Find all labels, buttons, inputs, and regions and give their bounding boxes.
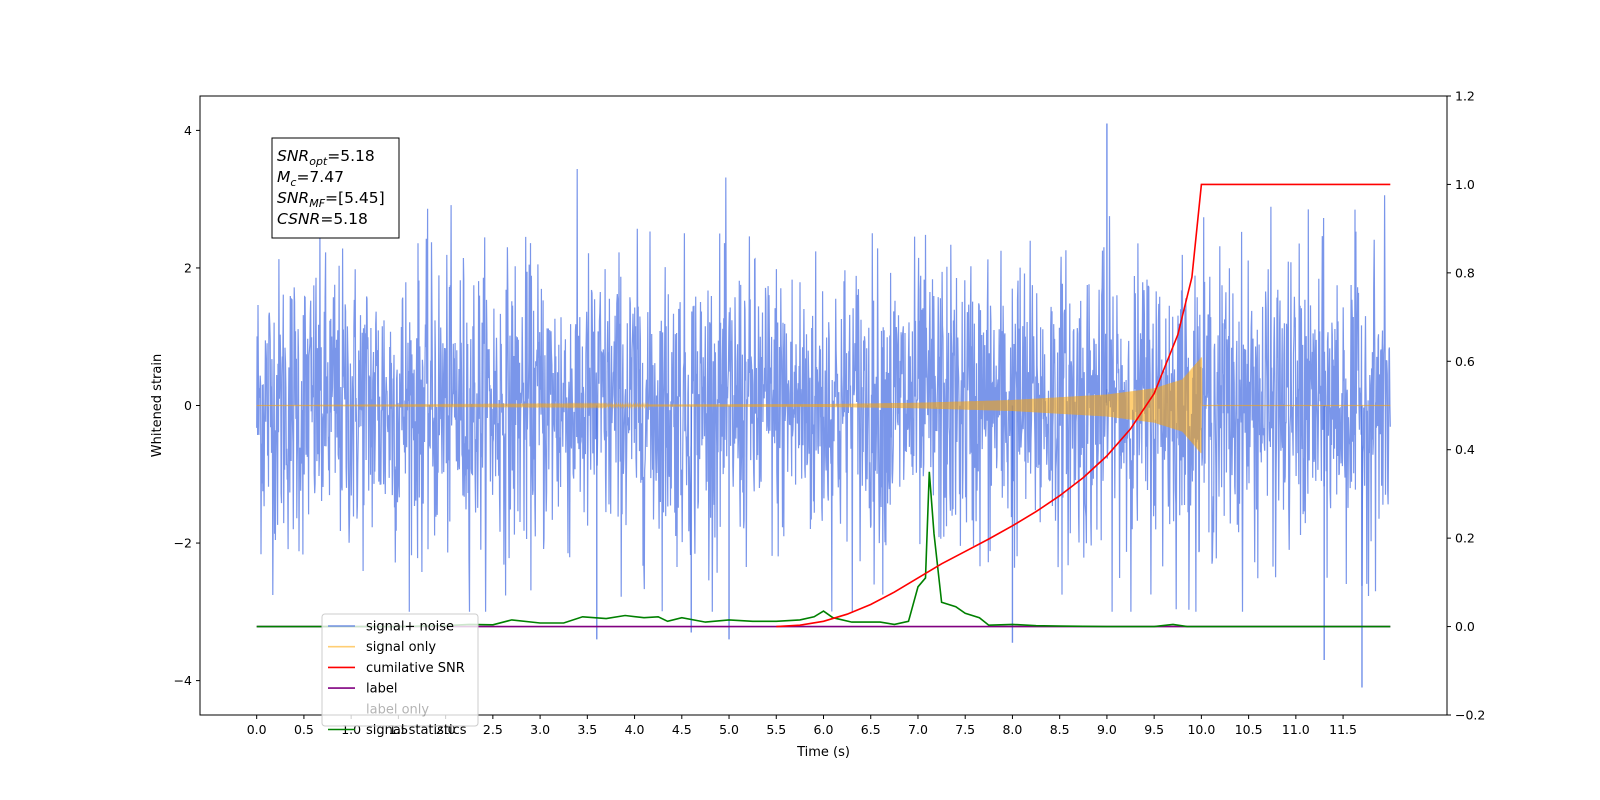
x-tick-label: 3.0: [530, 722, 550, 737]
legend-frame: [321, 613, 479, 727]
x-tick-label: 9.0: [1097, 722, 1117, 737]
plot-area: [256, 123, 1391, 688]
x-tick-label: 4.0: [625, 722, 645, 737]
legend-label: label: [366, 682, 397, 697]
x-tick-label: 0.0: [247, 722, 267, 737]
y-left-tick-label: 4: [184, 123, 192, 138]
stat-line: SNRopt=5.18: [277, 147, 375, 168]
y-right-tick-label: 0.0: [1455, 619, 1475, 634]
series-signal-only: [256, 357, 1391, 454]
x-tick-label: 8.5: [1050, 722, 1070, 737]
y-right-tick-label: 1.2: [1455, 89, 1475, 104]
x-tick-label: 11.5: [1329, 722, 1357, 737]
legend-label: signal+ noise: [366, 620, 454, 635]
series-signal-statistics: [256, 471, 1391, 628]
y-right-tick-label: 0.4: [1455, 442, 1475, 457]
legend-label: cumilative SNR: [366, 661, 465, 676]
x-tick-label: 9.5: [1144, 722, 1164, 737]
legend-label: label only: [366, 702, 429, 717]
x-tick-label: 10.0: [1187, 722, 1215, 737]
x-tick-label: 4.5: [672, 722, 692, 737]
x-tick-label: 10.5: [1235, 722, 1263, 737]
y-axis-label: Whitened strain: [150, 354, 165, 457]
stats-box-frame: [271, 137, 400, 239]
stat-line: Mc=7.47: [277, 168, 344, 189]
x-tick-label: 6.0: [814, 722, 834, 737]
y-right-tick-label: 1.0: [1455, 177, 1475, 192]
y-right-tick-label: −0.2: [1455, 708, 1485, 723]
y-right-tick-label: 0.8: [1455, 265, 1475, 280]
x-axis-label: Time (s): [796, 745, 850, 760]
y-right-tick-label: 0.2: [1455, 531, 1475, 546]
x-tick-label: 5.0: [719, 722, 739, 737]
x-tick-label: 7.5: [955, 722, 975, 737]
x-tick-label: 11.0: [1282, 722, 1310, 737]
x-tick-label: 7.0: [908, 722, 928, 737]
y-left-tick-label: 0: [184, 398, 192, 413]
stat-line: CSNR=5.18: [277, 210, 368, 228]
x-tick-label: 8.0: [1002, 722, 1022, 737]
y-right-tick-label: 0.6: [1455, 354, 1475, 369]
x-tick-label: 2.5: [483, 722, 503, 737]
x-tick-label: 3.5: [577, 722, 597, 737]
legend-label: signal only: [366, 640, 436, 655]
x-tick-label: 0.5: [294, 722, 314, 737]
stat-line: SNRMF=[5.45]: [277, 189, 385, 210]
legend-label: signal statistics: [366, 723, 467, 738]
y-left-tick-label: 2: [184, 260, 192, 275]
y-left-tick-label: −2: [174, 536, 192, 551]
y-left-tick-label: −4: [174, 673, 192, 688]
legend: signal+ noise signal only cumilative SNR la…: [321, 613, 479, 738]
x-tick-label: 5.5: [766, 722, 786, 737]
series-cumulative-snr: [776, 183, 1391, 628]
x-tick-label: 6.5: [861, 722, 881, 737]
